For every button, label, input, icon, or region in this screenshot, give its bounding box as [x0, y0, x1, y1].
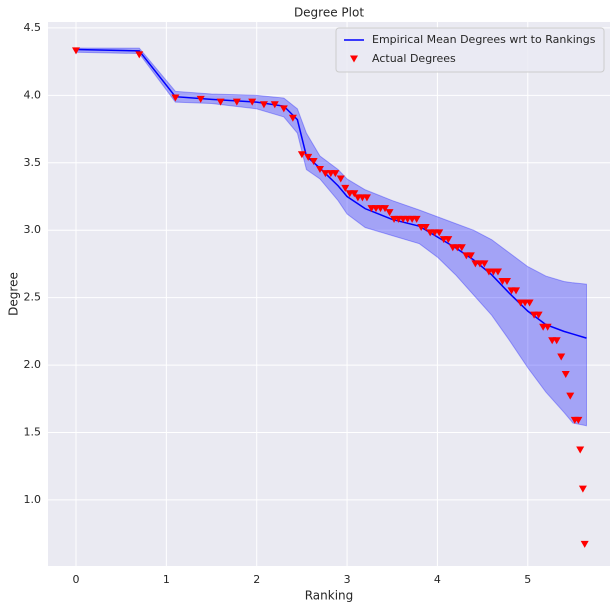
- point: [525, 299, 534, 307]
- point: [574, 416, 583, 424]
- point: [297, 151, 306, 159]
- point: [576, 446, 585, 454]
- point: [561, 371, 570, 379]
- point: [288, 114, 297, 122]
- point: [543, 323, 552, 331]
- point: [557, 353, 566, 361]
- y-tick-label: 4.0: [24, 88, 42, 101]
- point: [72, 47, 81, 55]
- legend-swatch: [350, 55, 358, 63]
- y-tick-label: 4.5: [24, 21, 42, 34]
- plot: [72, 47, 589, 548]
- point: [171, 94, 180, 102]
- y-axis-label: Degree: [7, 272, 21, 316]
- point: [362, 194, 371, 202]
- point: [304, 153, 313, 161]
- x-tick-label: 3: [344, 573, 351, 586]
- x-tick-label: 0: [73, 573, 80, 586]
- point: [336, 175, 345, 183]
- plot-area: [48, 22, 610, 566]
- point: [259, 101, 268, 109]
- point: [444, 236, 453, 244]
- point: [493, 268, 502, 276]
- y-tick-label: 1.0: [24, 493, 42, 506]
- confidence-band: [75, 47, 588, 427]
- point: [412, 215, 421, 223]
- y-tick-label: 1.5: [24, 425, 42, 438]
- point: [216, 98, 225, 106]
- point: [435, 229, 444, 237]
- point: [315, 166, 324, 174]
- x-tick-label: 2: [253, 573, 260, 586]
- point: [480, 260, 489, 268]
- point: [534, 311, 543, 319]
- point: [270, 101, 279, 109]
- point: [331, 170, 340, 178]
- y-tick-label: 2.5: [24, 291, 42, 304]
- point: [578, 485, 587, 493]
- legend: [335, 27, 605, 73]
- legend-label: Empirical Mean Degrees wrt to Rankings: [372, 33, 596, 46]
- legend-label: Actual Degrees: [372, 52, 456, 65]
- point: [421, 224, 430, 232]
- point: [457, 244, 466, 252]
- point: [341, 184, 350, 192]
- point: [321, 170, 330, 178]
- point: [248, 98, 257, 106]
- x-tick-label: 5: [524, 573, 531, 586]
- x-tick-label: 1: [163, 573, 170, 586]
- x-tick-label: 4: [434, 573, 441, 586]
- mean-line: [75, 48, 587, 339]
- point: [381, 205, 390, 213]
- point: [232, 98, 241, 106]
- point: [502, 277, 511, 285]
- y-tick-label: 3.5: [24, 156, 42, 169]
- y-tick-label: 3.0: [24, 223, 42, 236]
- point: [580, 540, 589, 548]
- point: [466, 252, 475, 260]
- point: [512, 287, 521, 295]
- point: [279, 105, 288, 113]
- chart-title: Degree Plot: [294, 6, 364, 20]
- y-tick-label: 2.0: [24, 358, 42, 371]
- point: [350, 190, 359, 198]
- x-axis-label: Ranking: [305, 589, 354, 603]
- point: [552, 337, 561, 345]
- point: [385, 209, 394, 217]
- point: [135, 51, 144, 59]
- point: [566, 392, 575, 400]
- point: [309, 157, 318, 165]
- point: [196, 95, 205, 103]
